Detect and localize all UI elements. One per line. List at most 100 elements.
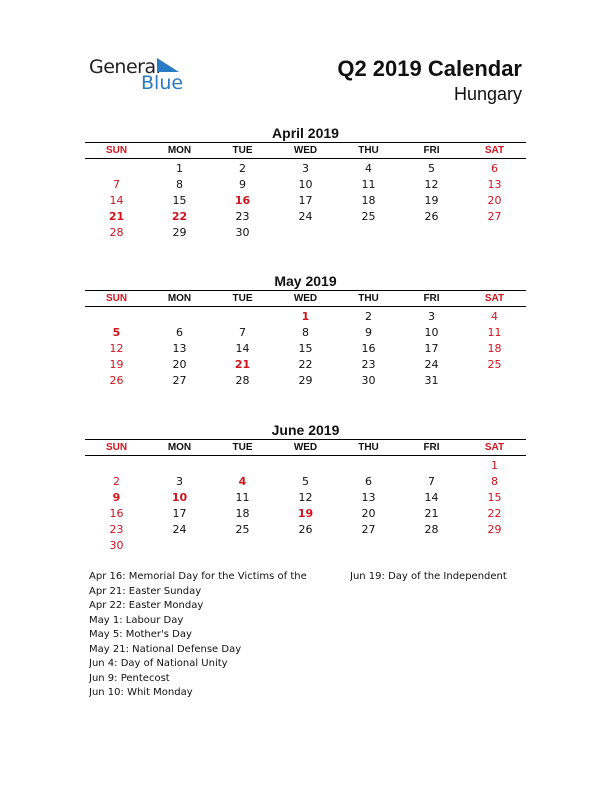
day-cell (400, 225, 463, 241)
logo-word-blue: Blue (141, 72, 184, 94)
weekday-label: SUN (105, 145, 128, 156)
holiday-item: Jun 4: Day of National Unity (89, 658, 228, 669)
weekday-header: SUN MON TUE WED THU FRI SAT (85, 142, 526, 159)
day-cell (337, 538, 400, 554)
day-cell: 15 (487, 491, 502, 504)
day-cell: 8 (491, 475, 498, 488)
week-row: 19 20 21 22 23 24 25 (85, 357, 526, 373)
weekday-label: SAT (484, 442, 505, 453)
day-cell: 28 (235, 374, 250, 387)
weekday-label: SUN (105, 293, 128, 304)
weekday-header: SUN MON TUE WED THU FRI SAT (85, 290, 526, 307)
holiday-item: May 21: National Defense Day (89, 643, 242, 655)
day-cell: 12 (424, 178, 439, 191)
day-cell: 17 (298, 194, 313, 207)
day-cell: 20 (487, 194, 502, 207)
page-title: Q2 2019 Calendar (337, 56, 522, 81)
logo-word-general: General (89, 56, 161, 78)
day-cell: 26 (424, 210, 439, 223)
day-cell (463, 373, 526, 389)
holiday-item: Apr 16: Memorial Day for the Victims of … (89, 571, 307, 582)
day-cell: 21 (424, 507, 439, 520)
day-cell: 7 (428, 475, 435, 488)
day-cell (148, 309, 211, 325)
day-cell: 3 (428, 310, 435, 323)
day-cell: 29 (298, 374, 313, 387)
holiday-item: Jun 10: Whit Monday (89, 687, 193, 698)
week-row: 16 17 18 19 20 21 22 (85, 506, 526, 522)
day-cell: 5 (302, 475, 309, 488)
holiday-item: Jun 19: Day of the Independent (350, 571, 507, 582)
day-cell: 24 (298, 210, 313, 223)
day-cell: 9 (365, 326, 372, 339)
day-cell (400, 538, 463, 554)
day-cell: 7 (113, 178, 120, 191)
day-cell: 31 (424, 374, 439, 387)
logo-triangle-icon (157, 58, 179, 72)
day-cell (148, 538, 211, 554)
day-cell: 19 (297, 507, 314, 520)
week-row: 14 15 16 17 18 19 20 (85, 193, 526, 209)
day-cell: 15 (298, 342, 313, 355)
day-cell: 8 (176, 178, 183, 191)
weekday-label: TUE (232, 442, 253, 453)
day-cell: 12 (109, 342, 124, 355)
day-cell: 6 (365, 475, 372, 488)
day-cell: 23 (235, 210, 250, 223)
day-cell: 18 (487, 342, 502, 355)
day-cell: 7 (239, 326, 246, 339)
day-cell (274, 225, 337, 241)
day-cell: 22 (171, 210, 188, 223)
weekday-label: TUE (232, 145, 253, 156)
day-cell: 25 (235, 523, 250, 536)
day-cell: 18 (361, 194, 376, 207)
day-cell: 16 (109, 507, 124, 520)
day-cell: 14 (109, 194, 124, 207)
day-cell (85, 309, 148, 325)
day-cell: 17 (172, 507, 187, 520)
week-row: 1 (85, 458, 526, 474)
day-cell: 24 (424, 358, 439, 371)
day-cell: 17 (424, 342, 439, 355)
week-row: 1 2 3 4 (85, 309, 526, 325)
weekday-label: THU (358, 145, 379, 156)
week-row: 1 2 3 4 5 6 (85, 161, 526, 177)
weekday-label: WED (293, 442, 318, 453)
holiday-item: May 1: Labour Day (89, 614, 184, 626)
weekday-label: THU (358, 293, 379, 304)
day-cell: 4 (365, 162, 372, 175)
day-cell: 1 (301, 310, 310, 323)
week-row: 30 (85, 538, 526, 554)
day-cell (274, 458, 337, 474)
day-cell: 26 (109, 374, 124, 387)
day-cell: 16 (361, 342, 376, 355)
week-row: 9 10 11 12 13 14 15 (85, 490, 526, 506)
holiday-item: May 5: Mother's Day (89, 629, 192, 640)
day-cell: 27 (172, 374, 187, 387)
day-cell: 10 (424, 326, 439, 339)
day-cell: 12 (298, 491, 313, 504)
day-cell: 25 (361, 210, 376, 223)
week-row: 23 24 25 26 27 28 29 (85, 522, 526, 538)
weekday-label: SAT (484, 293, 505, 304)
weekday-label: SAT (484, 145, 505, 156)
day-cell: 10 (298, 178, 313, 191)
day-cell: 25 (487, 358, 502, 371)
day-cell (148, 458, 211, 474)
day-cell: 29 (487, 523, 502, 536)
day-cell: 30 (361, 374, 376, 387)
weekday-label: WED (293, 293, 318, 304)
day-cell: 19 (424, 194, 439, 207)
day-cell (85, 458, 148, 474)
day-cell: 28 (424, 523, 439, 536)
day-cell: 24 (172, 523, 187, 536)
day-cell: 8 (302, 326, 309, 339)
day-cell: 29 (172, 226, 187, 239)
day-cell: 2 (113, 475, 120, 488)
holiday-item: Apr 22: Easter Monday (89, 600, 204, 611)
weekday-header: SUN MON TUE WED THU FRI SAT (85, 439, 526, 456)
day-cell: 13 (172, 342, 187, 355)
month-april: April 2019 SUN MON TUE WED THU FRI SAT 1 2 3 4 5 6 7 8 9… (85, 124, 526, 241)
holiday-list-right: Jun 19: Day of the Independent (350, 570, 507, 585)
